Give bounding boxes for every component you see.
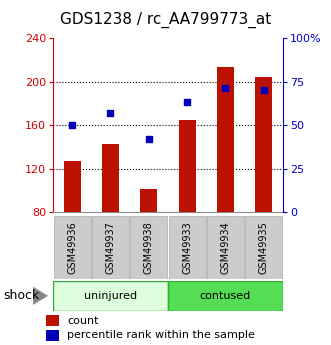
Bar [140,189,158,212]
Bar [130,216,167,279]
Bar [178,120,196,212]
Text: GSM49936: GSM49936 [67,221,77,274]
Text: contused: contused [200,291,251,301]
Bar [168,281,283,310]
Bar [53,281,168,310]
Bar [245,216,282,279]
Text: shock: shock [3,289,40,302]
Text: count: count [68,316,99,326]
Text: GSM49935: GSM49935 [259,221,269,274]
Bar [169,216,206,279]
Point [146,136,152,142]
Text: percentile rank within the sample: percentile rank within the sample [68,330,255,340]
Bar [207,216,244,279]
Bar [64,161,81,212]
Bar [46,330,59,341]
Bar [54,216,91,279]
Polygon shape [33,287,48,305]
Text: GSM49933: GSM49933 [182,221,192,274]
Bar [46,315,59,326]
Point [184,100,190,105]
Text: GDS1238 / rc_AA799773_at: GDS1238 / rc_AA799773_at [60,12,271,28]
Point [223,86,228,91]
Text: GSM49938: GSM49938 [144,221,154,274]
Point [108,110,113,116]
Bar [92,216,129,279]
Point [261,87,266,93]
Bar [102,144,119,212]
Bar [255,77,272,212]
Text: GSM49934: GSM49934 [220,221,230,274]
Point [70,122,75,128]
Bar [217,67,234,212]
Text: uninjured: uninjured [84,291,137,301]
Text: GSM49937: GSM49937 [106,221,116,274]
